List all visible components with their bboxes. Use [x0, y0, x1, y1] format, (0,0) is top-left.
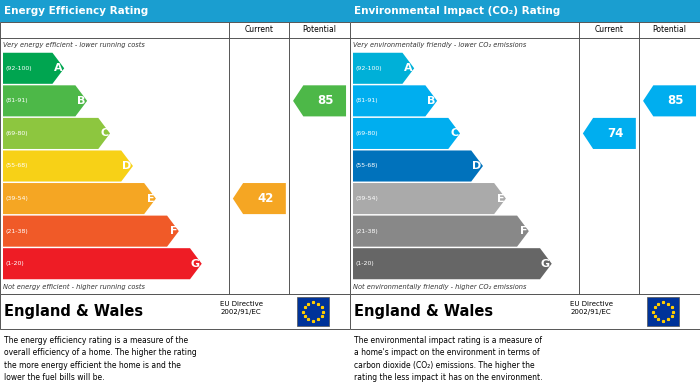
- Text: EU Directive
2002/91/EC: EU Directive 2002/91/EC: [570, 301, 613, 315]
- Text: Energy Efficiency Rating: Energy Efficiency Rating: [4, 6, 148, 16]
- Text: (92-100): (92-100): [6, 66, 33, 71]
- Text: (1-20): (1-20): [356, 261, 374, 266]
- Polygon shape: [353, 215, 528, 247]
- Text: 85: 85: [318, 94, 334, 108]
- Polygon shape: [3, 151, 133, 181]
- Text: (81-91): (81-91): [6, 99, 29, 103]
- Text: F: F: [169, 226, 177, 236]
- Text: England & Wales: England & Wales: [4, 304, 143, 319]
- Text: Very energy efficient - lower running costs: Very energy efficient - lower running co…: [3, 42, 145, 48]
- Polygon shape: [353, 151, 483, 181]
- Text: (92-100): (92-100): [356, 66, 383, 71]
- Bar: [0, 0, 350, 22]
- Polygon shape: [353, 183, 506, 214]
- Text: C: C: [100, 128, 108, 138]
- Bar: [350, 0, 700, 22]
- Text: C: C: [450, 128, 459, 138]
- Polygon shape: [353, 248, 552, 279]
- Text: (55-68): (55-68): [356, 163, 379, 169]
- Bar: [350, 294, 700, 329]
- Text: 74: 74: [608, 127, 624, 140]
- Polygon shape: [3, 215, 178, 247]
- Text: 85: 85: [668, 94, 684, 108]
- Text: G: G: [541, 259, 550, 269]
- Text: (69-80): (69-80): [6, 131, 29, 136]
- Text: A: A: [54, 63, 62, 73]
- Text: 42: 42: [258, 192, 274, 205]
- Polygon shape: [353, 85, 437, 117]
- Text: England & Wales: England & Wales: [354, 304, 493, 319]
- Bar: [350, 22, 700, 294]
- Polygon shape: [3, 183, 156, 214]
- Text: Not environmentally friendly - higher CO₂ emissions: Not environmentally friendly - higher CO…: [353, 284, 526, 290]
- Text: F: F: [519, 226, 527, 236]
- Text: The energy efficiency rating is a measure of the
overall efficiency of a home. T: The energy efficiency rating is a measur…: [4, 335, 197, 382]
- Text: Not energy efficient - higher running costs: Not energy efficient - higher running co…: [3, 284, 145, 290]
- Polygon shape: [3, 248, 202, 279]
- Text: The environmental impact rating is a measure of
a home's impact on the environme: The environmental impact rating is a mea…: [354, 335, 542, 382]
- Polygon shape: [3, 85, 87, 117]
- Bar: [647, 297, 679, 326]
- Text: (1-20): (1-20): [6, 261, 25, 266]
- Polygon shape: [353, 53, 414, 84]
- Polygon shape: [643, 85, 696, 117]
- Polygon shape: [293, 85, 346, 117]
- Text: (55-68): (55-68): [6, 163, 29, 169]
- Text: Potential: Potential: [652, 25, 687, 34]
- Text: (69-80): (69-80): [356, 131, 379, 136]
- Text: Current: Current: [595, 25, 624, 34]
- Text: B: B: [427, 96, 435, 106]
- Polygon shape: [3, 53, 64, 84]
- Text: EU Directive
2002/91/EC: EU Directive 2002/91/EC: [220, 301, 263, 315]
- Text: (21-38): (21-38): [6, 229, 29, 234]
- Text: Very environmentally friendly - lower CO₂ emissions: Very environmentally friendly - lower CO…: [353, 42, 526, 48]
- Text: E: E: [146, 194, 154, 204]
- Polygon shape: [233, 183, 286, 214]
- Text: E: E: [496, 194, 504, 204]
- Text: A: A: [404, 63, 412, 73]
- Polygon shape: [3, 118, 110, 149]
- Text: Environmental Impact (CO₂) Rating: Environmental Impact (CO₂) Rating: [354, 6, 560, 16]
- Bar: [297, 297, 329, 326]
- Bar: [0, 22, 350, 294]
- Text: (81-91): (81-91): [356, 99, 379, 103]
- Text: (39-54): (39-54): [6, 196, 29, 201]
- Polygon shape: [353, 118, 460, 149]
- Polygon shape: [583, 118, 636, 149]
- Text: (21-38): (21-38): [356, 229, 379, 234]
- Bar: [0, 294, 350, 329]
- Text: Current: Current: [245, 25, 274, 34]
- Text: D: D: [122, 161, 131, 171]
- Text: B: B: [77, 96, 85, 106]
- Text: Potential: Potential: [302, 25, 337, 34]
- Text: (39-54): (39-54): [356, 196, 379, 201]
- Text: D: D: [472, 161, 481, 171]
- Text: G: G: [191, 259, 200, 269]
